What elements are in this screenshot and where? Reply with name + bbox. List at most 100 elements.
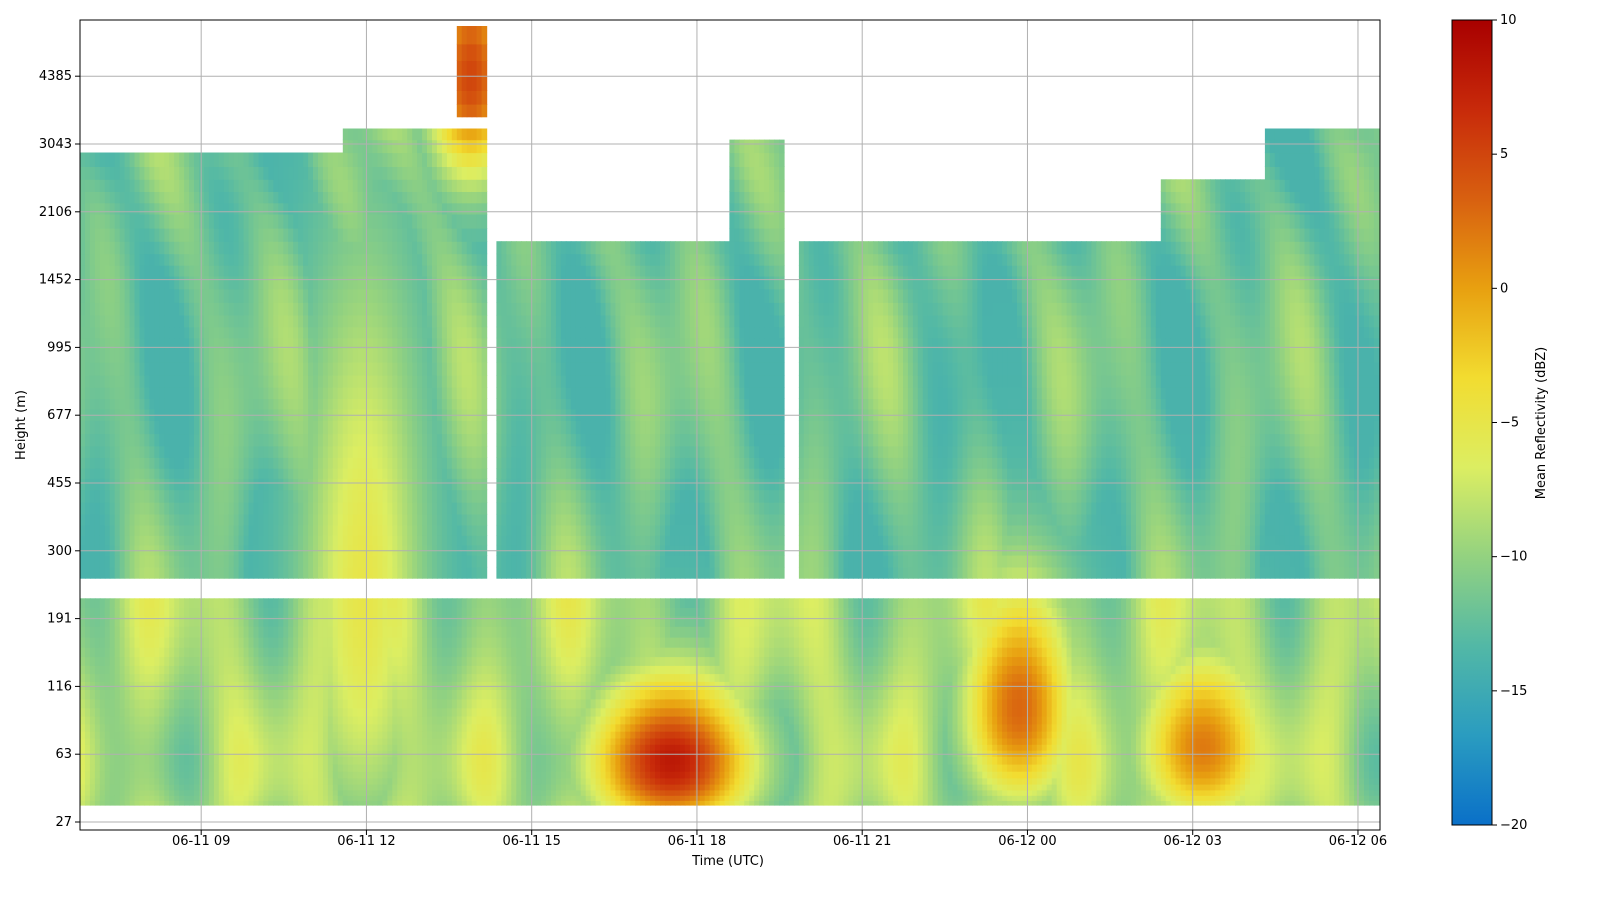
heatmap-cell [238, 362, 245, 376]
heatmap-cell [308, 555, 314, 568]
heatmap-cell [352, 789, 359, 796]
heatmap-cell [367, 789, 374, 796]
heatmap-cell [412, 716, 418, 725]
heatmap-cell [407, 348, 413, 363]
heatmap-cell [184, 457, 190, 469]
heatmap-cell [342, 179, 349, 192]
heatmap-cell [372, 689, 379, 700]
heatmap-cell [263, 375, 269, 388]
heatmap-cell [154, 737, 160, 745]
heatmap-cell [169, 707, 175, 717]
heatmap-cell [243, 265, 250, 277]
heatmap-cell [456, 241, 463, 255]
heatmap-cell [223, 615, 230, 627]
heatmap-cell [243, 615, 250, 627]
heatmap-cell [243, 348, 250, 363]
heatmap-cell [129, 420, 136, 435]
heatmap-cell [387, 128, 393, 141]
heatmap-cell [337, 555, 344, 568]
heatmap-cell [99, 637, 106, 648]
heatmap-cell [347, 756, 354, 765]
heatmap-cell [352, 375, 359, 388]
heatmap-cell [233, 744, 240, 751]
heatmap-cell [407, 607, 413, 617]
heatmap-cell [456, 656, 463, 666]
heatmap-cell [94, 202, 101, 215]
heatmap-cell [313, 420, 319, 435]
heatmap-cell [243, 637, 250, 648]
heatmap-cell [456, 800, 463, 806]
heatmap-cell [253, 457, 260, 469]
heatmap-cell [85, 689, 91, 700]
heatmap-cell [213, 637, 220, 648]
heatmap-cell [387, 337, 393, 349]
heatmap-cell [278, 314, 284, 328]
heatmap-cell [203, 513, 210, 526]
heatmap-cell [332, 191, 339, 204]
heatmap-cell [218, 800, 225, 806]
heatmap-cell [402, 128, 408, 141]
heatmap-cell [456, 43, 463, 61]
heatmap-cell [332, 202, 339, 215]
heatmap-cell [169, 387, 175, 399]
heatmap-cell [407, 707, 413, 717]
heatmap-cell [377, 288, 384, 303]
heatmap-cell [402, 737, 408, 745]
heatmap-cell [362, 213, 369, 229]
heatmap-cell [446, 535, 453, 546]
heatmap-cell [347, 731, 354, 739]
heatmap-cell [303, 288, 309, 303]
heatmap-cell [199, 673, 205, 682]
heatmap-cell [179, 265, 185, 277]
heatmap-cell [392, 420, 398, 435]
heatmap-cell [387, 744, 393, 751]
heatmap-cell [367, 513, 374, 526]
heatmap-cell [268, 228, 274, 242]
heatmap-cell [243, 275, 250, 290]
heatmap-cell [293, 314, 299, 328]
heatmap-cell [372, 789, 379, 796]
heatmap-cell [134, 489, 141, 503]
heatmap-cell [288, 707, 294, 717]
heatmap-cell [238, 348, 245, 363]
heatmap-cell [337, 756, 344, 765]
heatmap-cell [119, 756, 126, 765]
heatmap-cell [397, 723, 403, 732]
heatmap-cell [387, 698, 393, 709]
heatmap-cell [283, 647, 289, 658]
heatmap-cell [99, 468, 106, 479]
heatmap-cell [436, 152, 443, 167]
heatmap-cell [357, 795, 364, 801]
heatmap-cell [89, 626, 96, 638]
heatmap-cell [119, 689, 126, 700]
heatmap-cell [432, 789, 438, 796]
heatmap-cell [377, 744, 384, 751]
heatmap-cell [303, 265, 309, 277]
heatmap-cell [263, 513, 269, 526]
heatmap-cell [134, 420, 141, 435]
heatmap-cell [441, 326, 448, 339]
heatmap-cell [402, 253, 408, 266]
heatmap-cell [367, 665, 374, 675]
heatmap-cell [243, 489, 250, 503]
heatmap-cell [174, 615, 180, 627]
heatmap-cell [372, 128, 379, 141]
heatmap-cell [119, 457, 126, 469]
heatmap-cell [441, 626, 448, 638]
heatmap-cell [362, 723, 369, 732]
heatmap-cell [298, 191, 304, 204]
heatmap-cell [372, 535, 379, 546]
heatmap-cell [461, 228, 468, 242]
heatmap-cell [199, 716, 205, 725]
heatmap-cell [184, 202, 190, 215]
heatmap-cell [362, 566, 369, 579]
heatmap-cell [203, 179, 210, 192]
heatmap-cell [377, 689, 384, 700]
heatmap-cell [258, 457, 265, 469]
heatmap-cell [189, 362, 195, 376]
heatmap-cell [228, 789, 235, 796]
heatmap-cell [451, 681, 458, 690]
heatmap-cell [372, 326, 379, 339]
heatmap-cell [233, 326, 240, 339]
heatmap-cell [417, 275, 423, 290]
